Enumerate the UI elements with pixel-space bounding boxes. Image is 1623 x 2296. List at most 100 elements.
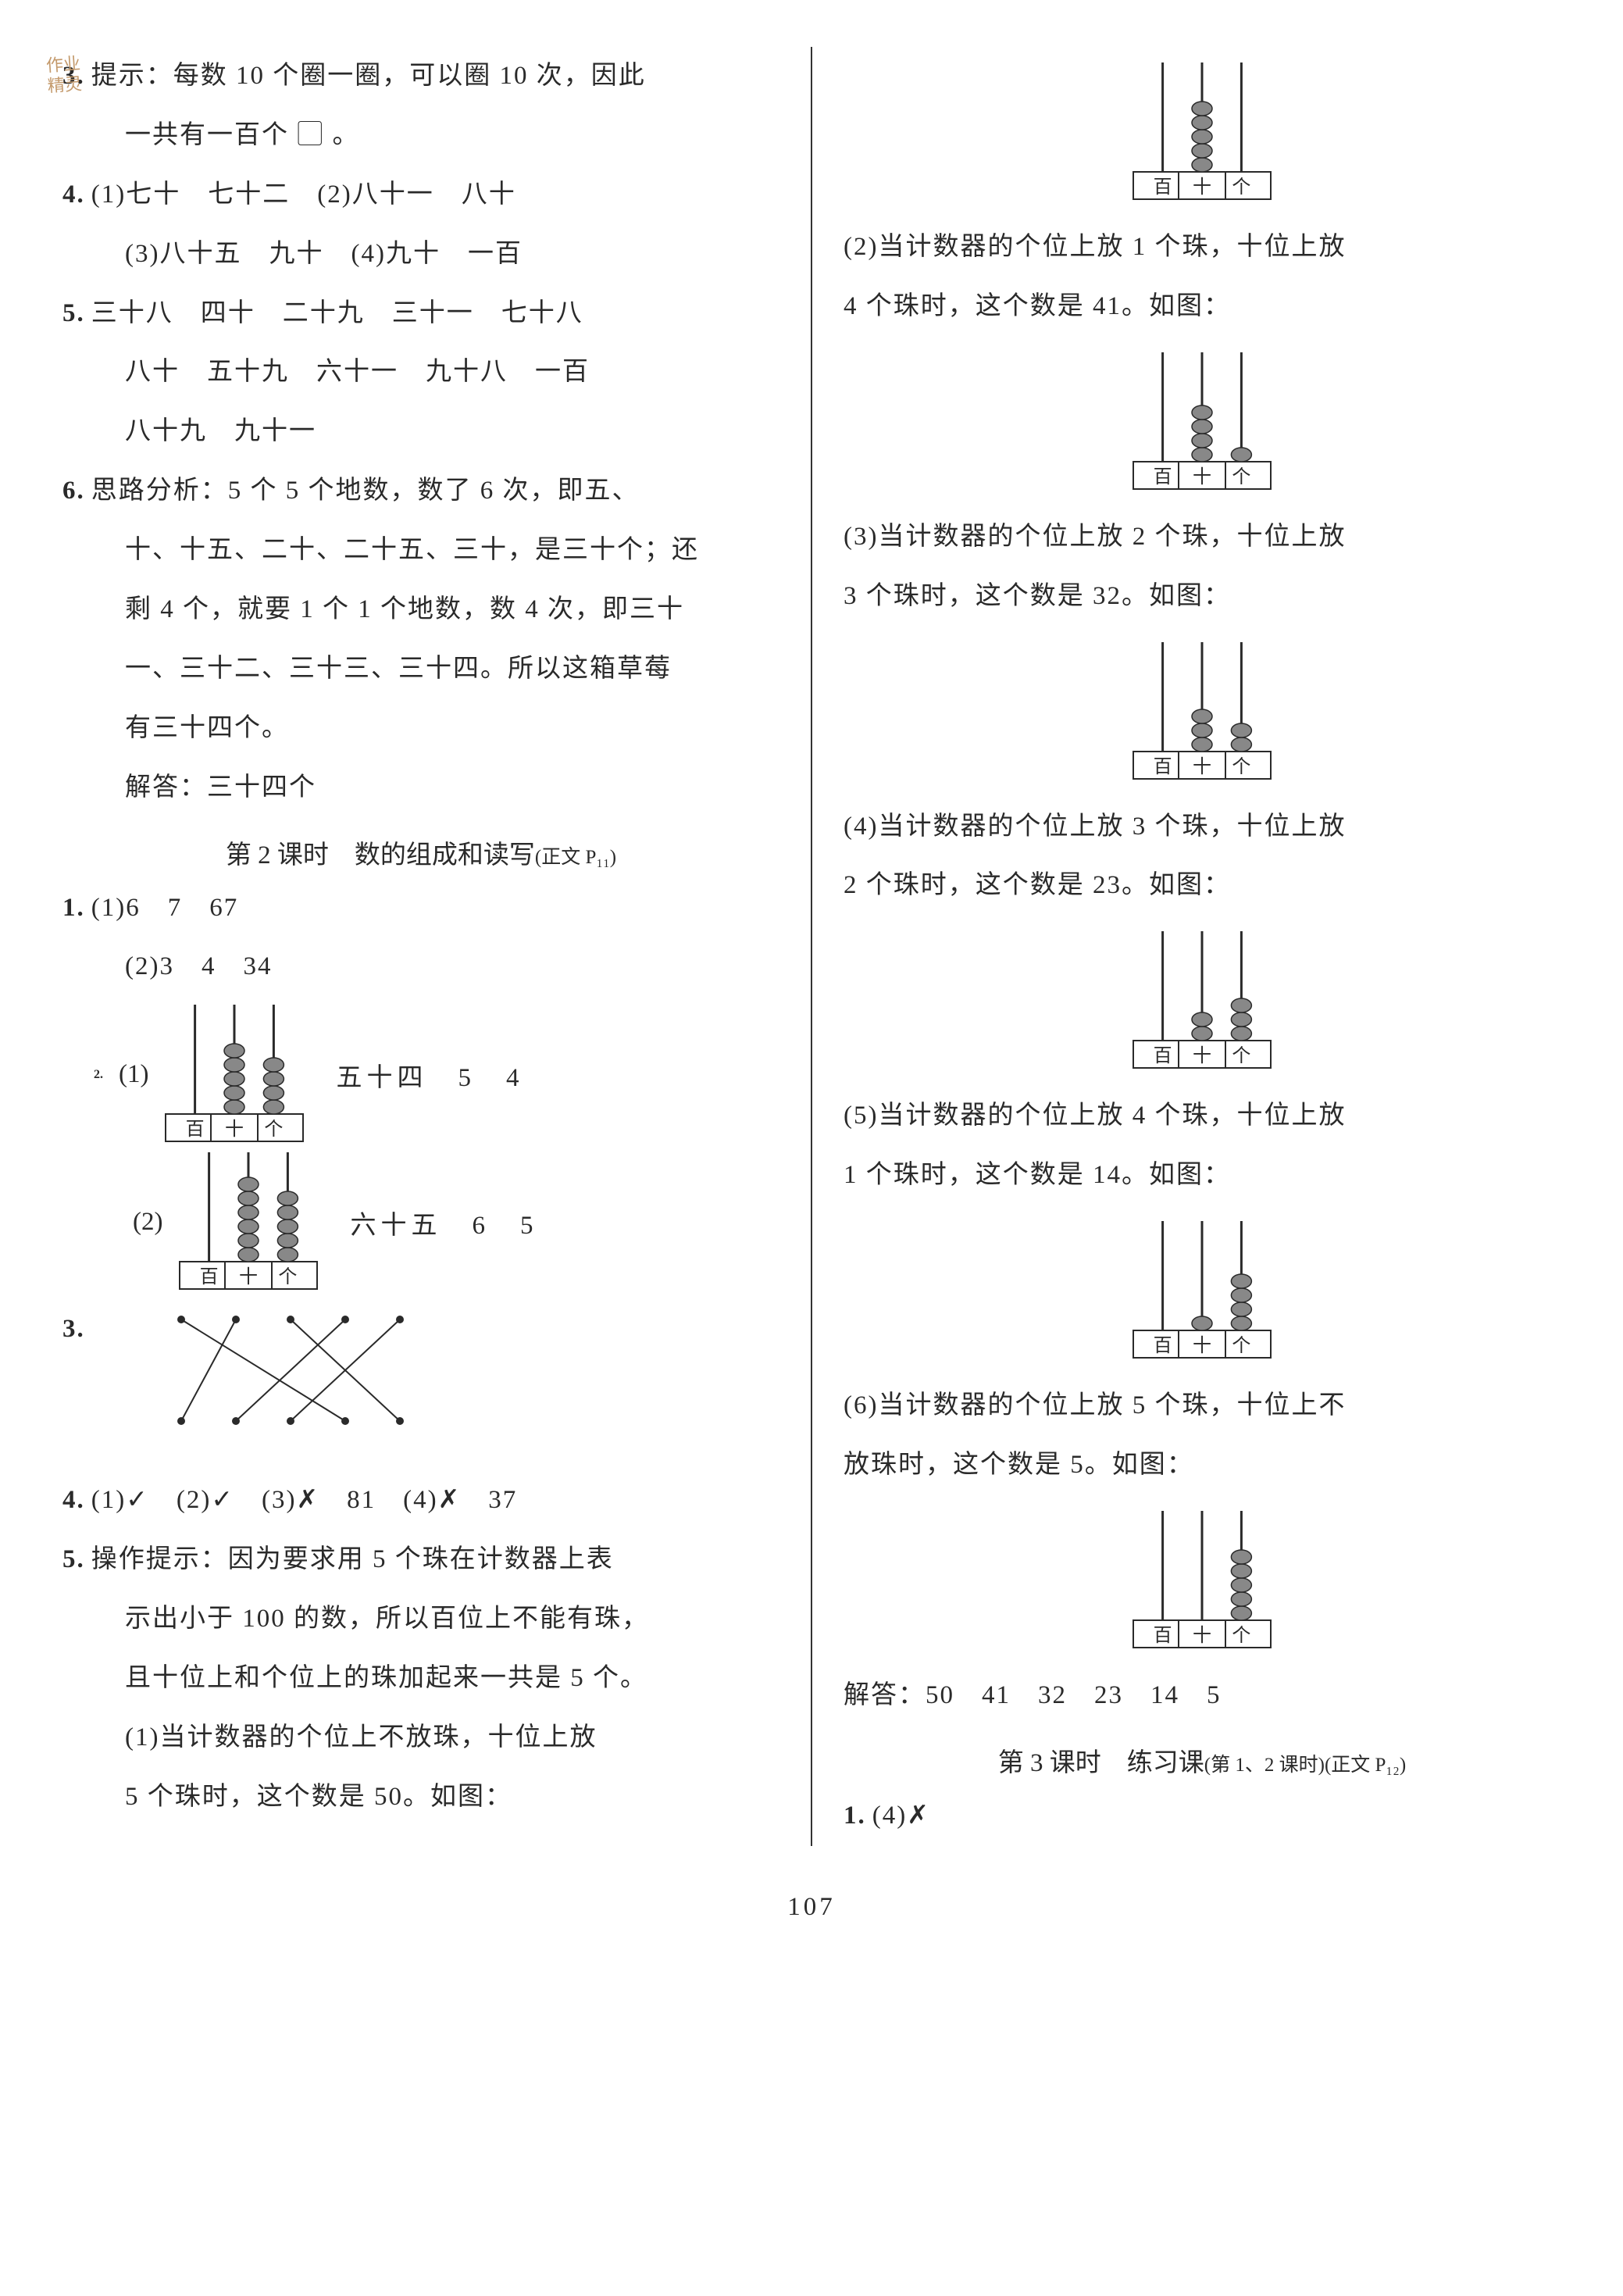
svg-text:百: 百 — [1154, 1336, 1172, 1356]
s2q2-p2-prefix: (2) — [133, 1208, 162, 1237]
r-p2-l1: (2)当计数器的个位上放 1 个珠，十位上放 — [844, 218, 1561, 277]
abacus-23: 百 十个 — [1132, 931, 1272, 1071]
s2q5-num: 5. — [62, 1545, 85, 1573]
s2q5-t1: 操作提示：因为要求用 5 个珠在计数器上表 — [91, 1545, 614, 1573]
r-p3-l1: (3)当计数器的个位上放 2 个珠，十位上放 — [844, 508, 1561, 567]
r-answer: 解答：50 41 32 23 14 5 — [844, 1666, 1561, 1726]
svg-text:十: 十 — [239, 1266, 258, 1287]
svg-text:百: 百 — [1154, 1626, 1172, 1646]
abacus-65: 百十个 — [178, 1152, 319, 1292]
page: 3.提示：每数 10 个圈一圈，可以圈 10 次，因此 一共有一百个 ▢ 。 4… — [62, 47, 1561, 1846]
abacus-5: 百 十个 — [1132, 1511, 1272, 1651]
q6-line1: 6.思路分析：5 个 5 个地数，数了 6 次，即五、 — [62, 462, 779, 521]
page-number: 107 — [62, 1893, 1561, 1922]
q6-l1: 思路分析：5 个 5 个地数，数了 6 次，即五、 — [91, 477, 640, 505]
svg-text:个: 个 — [1232, 177, 1250, 198]
column-left: 3.提示：每数 10 个圈一圈，可以圈 10 次，因此 一共有一百个 ▢ 。 4… — [62, 47, 787, 1846]
q3-text: 提示：每数 10 个圈一圈，可以圈 10 次，因此 — [91, 62, 646, 90]
r-p3-l2: 3 个珠时，这个数是 32。如图： — [844, 567, 1561, 627]
r-p6-l1: (6)当计数器的个位上放 5 个珠，十位上不 — [844, 1377, 1561, 1436]
matching-diagram — [91, 1308, 404, 1455]
r-p5-l2: 1 个珠时，这个数是 14。如图： — [844, 1146, 1561, 1205]
abacus-14: 百 十个 — [1132, 1221, 1272, 1361]
s2q2-p2-text: 六十五 6 5 — [350, 1204, 537, 1241]
abacus-54: 百十个 — [164, 1005, 305, 1144]
r-p6-l2: 放珠时，这个数是 5。如图： — [844, 1436, 1561, 1495]
svg-text:十: 十 — [225, 1119, 244, 1140]
svg-text:百: 百 — [1154, 177, 1172, 198]
s2q1-num: 1. — [62, 894, 85, 922]
q6-line2: 十、十五、二十、二十五、三十，是三十个；还 — [62, 521, 779, 580]
q6-line5: 有三十四个。 — [62, 699, 779, 759]
q3-line2: 一共有一百个 ▢ 。 — [62, 106, 779, 166]
svg-text:个: 个 — [279, 1266, 298, 1287]
svg-text:个: 个 — [1232, 756, 1250, 777]
s2q4-text: (1)✓ (2)✓ (3)✗ 81 (4)✗ 37 — [91, 1486, 518, 1514]
s2q2-row1: 2. (1) 百十个 五十四 5 4 — [62, 1005, 779, 1144]
q5-line3: 八十九 九十一 — [62, 402, 779, 462]
watermark: 作业 精灵 — [45, 54, 83, 98]
section3-title-text: 第 3 课时 练习课 — [998, 1749, 1204, 1777]
q5-line2: 八十 五十九 六十一 九十八 一百 — [62, 343, 779, 402]
abacus-50: 百十个 — [1132, 62, 1272, 202]
svg-text:十: 十 — [1193, 466, 1211, 487]
section2-title: 第 2 课时 数的组成和读写(正文 P₁₁) — [62, 834, 779, 871]
svg-text:十: 十 — [1193, 1625, 1211, 1646]
s3q1-num: 1. — [844, 1801, 866, 1830]
q4-num: 4. — [62, 180, 85, 209]
q4-line2: (3)八十五 九十 (4)九十 一百 — [62, 225, 779, 284]
q6-num: 6. — [62, 477, 85, 505]
s2q1-line2: (2)3 4 34 — [62, 937, 779, 997]
abacus-41-wrap: 百 十个 — [844, 352, 1561, 492]
svg-text:个: 个 — [1232, 1625, 1250, 1646]
q4-line1: 4.(1)七十 七十二 (2)八十一 八十 — [62, 166, 779, 225]
s3q1-text: (4)✗ — [872, 1801, 930, 1830]
svg-text:百: 百 — [1154, 467, 1172, 487]
s2q5-l2: 示出小于 100 的数，所以百位上不能有珠， — [62, 1590, 779, 1649]
q6-line3: 剩 4 个，就要 1 个 1 个地数，数 4 次，即三十 — [62, 580, 779, 640]
s2q1-l1: (1)6 7 67 — [91, 894, 238, 922]
svg-text:十: 十 — [1193, 177, 1211, 198]
svg-text:百: 百 — [200, 1267, 219, 1287]
abacus-32: 百 十个 — [1132, 642, 1272, 782]
column-divider — [811, 47, 812, 1846]
svg-text:十: 十 — [1193, 756, 1211, 777]
s2q2-num: 2. — [94, 1068, 103, 1082]
svg-text:十: 十 — [1193, 1045, 1211, 1066]
svg-text:百: 百 — [186, 1119, 205, 1140]
q5-l1: 三十八 四十 二十九 三十一 七十八 — [91, 299, 583, 327]
section2-sub: (正文 P₁₁) — [535, 847, 616, 868]
svg-text:百: 百 — [1154, 757, 1172, 777]
svg-text:个: 个 — [1232, 1335, 1250, 1356]
abacus-14-wrap: 百 十个 — [844, 1221, 1561, 1361]
s2q5-l5: 5 个珠时，这个数是 50。如图： — [62, 1768, 779, 1827]
s2q5-l1: 5.操作提示：因为要求用 5 个珠在计数器上表 — [62, 1530, 779, 1590]
abacus-41: 百 十个 — [1132, 352, 1272, 492]
r-p5-l1: (5)当计数器的个位上放 4 个珠，十位上放 — [844, 1087, 1561, 1146]
svg-text:十: 十 — [1193, 1335, 1211, 1356]
q5-line1: 5.三十八 四十 二十九 三十一 七十八 — [62, 284, 779, 344]
s3q1: 1.(4)✗ — [844, 1787, 1561, 1846]
s2q2-p1-text: 五十四 5 4 — [336, 1056, 523, 1094]
svg-text:百: 百 — [1154, 1046, 1172, 1066]
svg-text:个: 个 — [1232, 466, 1250, 487]
s2q5-l3: 且十位上和个位上的珠加起来一共是 5 个。 — [62, 1649, 779, 1709]
s2q3-num: 3. — [62, 1300, 85, 1359]
section3-title: 第 3 课时 练习课(第 1、2 课时)(正文 P₁₂) — [844, 1741, 1561, 1779]
svg-text:个: 个 — [1232, 1045, 1250, 1066]
r-p4-l1: (4)当计数器的个位上放 3 个珠，十位上放 — [844, 798, 1561, 857]
abacus-50-wrap: 百十个 — [844, 62, 1561, 202]
q6-ans: 解答：三十四个 — [62, 759, 779, 818]
s2q2-row2: (2) 百十个 六十五 6 5 — [62, 1152, 779, 1292]
svg-text:个: 个 — [265, 1119, 284, 1140]
s2q1-line1: 1.(1)6 7 67 — [62, 879, 779, 938]
q6-line4: 一、三十二、三十三、三十四。所以这箱草莓 — [62, 640, 779, 699]
section2-title-text: 第 2 课时 数的组成和读写 — [226, 841, 535, 869]
r-p4-l2: 2 个珠时，这个数是 23。如图： — [844, 856, 1561, 916]
watermark-l2: 精灵 — [47, 74, 83, 97]
q3-line1: 3.提示：每数 10 个圈一圈，可以圈 10 次，因此 — [62, 47, 779, 106]
s2q2-p1-prefix: (1) — [119, 1060, 148, 1089]
section3-sub: (第 1、2 课时)(正文 P₁₂) — [1204, 1755, 1406, 1776]
watermark-l1: 作业 — [45, 54, 81, 77]
s2q4-num: 4. — [62, 1486, 85, 1514]
